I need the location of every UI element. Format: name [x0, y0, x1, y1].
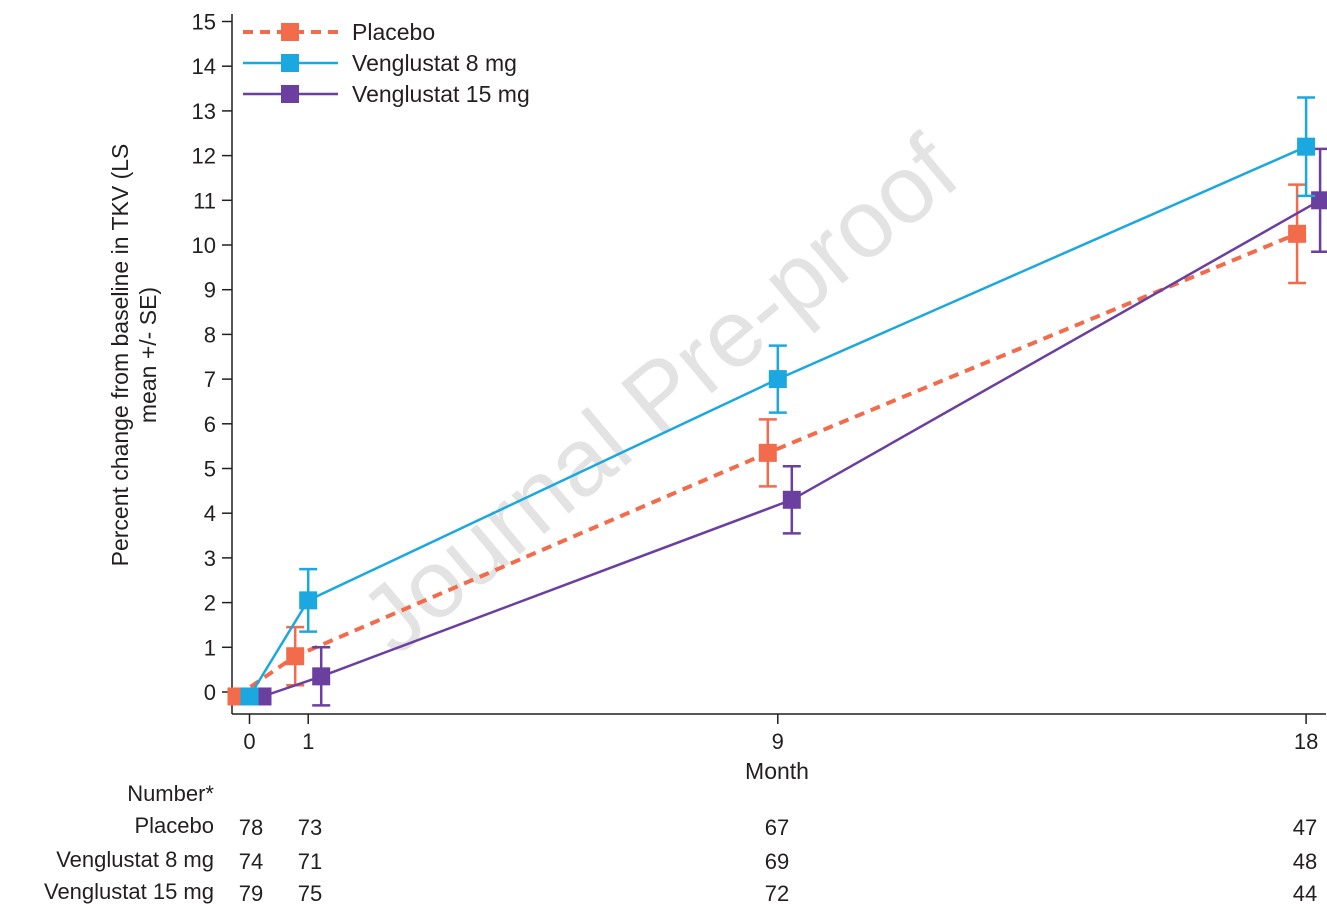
number-cell: 72: [765, 881, 789, 906]
data-point-marker: [299, 591, 318, 610]
y-tick-label: 11: [193, 188, 216, 213]
series-venglustat-8mg: [240, 96, 1316, 706]
series-line: [262, 199, 1321, 698]
y-tick-label: 6: [204, 412, 216, 437]
y-tick-label: 12: [192, 144, 216, 169]
watermark: Journal Pre-proof: [341, 116, 978, 675]
legend-label-placebo: Placebo: [352, 19, 435, 45]
legend-marker-placebo: [281, 23, 299, 41]
axes: [231, 14, 1326, 715]
y-tick-label: 5: [204, 457, 216, 482]
number-cell: 48: [1293, 849, 1317, 874]
y-tick-label: 4: [204, 501, 216, 526]
y-tick-label: 15: [192, 10, 216, 35]
data-point-marker: [1297, 137, 1316, 156]
number-row-label: Venglustat 8 mg: [56, 847, 214, 872]
number-cell: 47: [1293, 815, 1317, 840]
x-tick-label: 18: [1294, 729, 1318, 754]
number-cell: 73: [298, 815, 322, 840]
x-tick-label: 9: [772, 729, 784, 754]
number-cell: 75: [298, 881, 322, 906]
y-tick-label: 8: [204, 322, 216, 347]
y-axis-title-line2: mean +/- SE): [135, 287, 161, 423]
y-axis-title-line1: Percent change from baseline in TKV (LS: [107, 144, 133, 567]
number-cell: 69: [765, 849, 789, 874]
data-point-marker: [312, 667, 331, 686]
number-row-label: Placebo: [134, 813, 214, 838]
y-tick-label: 7: [204, 367, 216, 392]
data-point-marker: [768, 370, 787, 389]
legend-label-venglustat-15mg: Venglustat 15 mg: [352, 81, 530, 107]
number-row-label: Venglustat 15 mg: [44, 879, 214, 904]
y-tick-label: 1: [204, 635, 216, 660]
legend-marker-venglustat-15mg: [281, 85, 299, 103]
data-point-marker: [240, 687, 259, 706]
number-at-risk-heading: Number*: [127, 781, 214, 806]
data-point-marker: [758, 443, 777, 462]
series-layer: [227, 96, 1327, 707]
legend-label-venglustat-8mg: Venglustat 8 mg: [352, 50, 517, 76]
x-tick-label: 1: [302, 729, 314, 754]
series-line: [235, 231, 1298, 699]
data-point-marker: [1288, 224, 1307, 243]
legend: Placebo Venglustat 8 mg Venglustat 15 mg: [243, 19, 530, 107]
y-tick-label: 2: [204, 591, 216, 616]
data-point-marker: [286, 647, 305, 666]
number-cell: 79: [239, 881, 263, 906]
x-tick-label: 0: [243, 729, 255, 754]
number-cell: 71: [298, 849, 322, 874]
x-axis-title: Month: [745, 758, 809, 784]
series-line: [248, 145, 1307, 698]
y-tick-label: 13: [192, 99, 216, 124]
x-ticks: 0 1 9 18: [243, 714, 1318, 754]
legend-marker-venglustat-8mg: [281, 54, 299, 72]
number-cell: 44: [1293, 881, 1317, 906]
number-at-risk-table: Number* Placebo 78 73 67 47 Venglustat 8 mg 74…: [44, 781, 1317, 906]
y-tick-label: 9: [204, 278, 216, 303]
number-cell: 74: [239, 849, 263, 874]
y-tick-label: 10: [192, 233, 216, 258]
data-point-marker: [1311, 191, 1327, 210]
y-tick-label: 0: [204, 680, 216, 705]
number-cell: 78: [239, 815, 263, 840]
y-tick-label: 14: [192, 54, 216, 79]
data-point-marker: [782, 490, 801, 509]
y-tick-label: 3: [204, 546, 216, 571]
number-cell: 67: [765, 815, 789, 840]
